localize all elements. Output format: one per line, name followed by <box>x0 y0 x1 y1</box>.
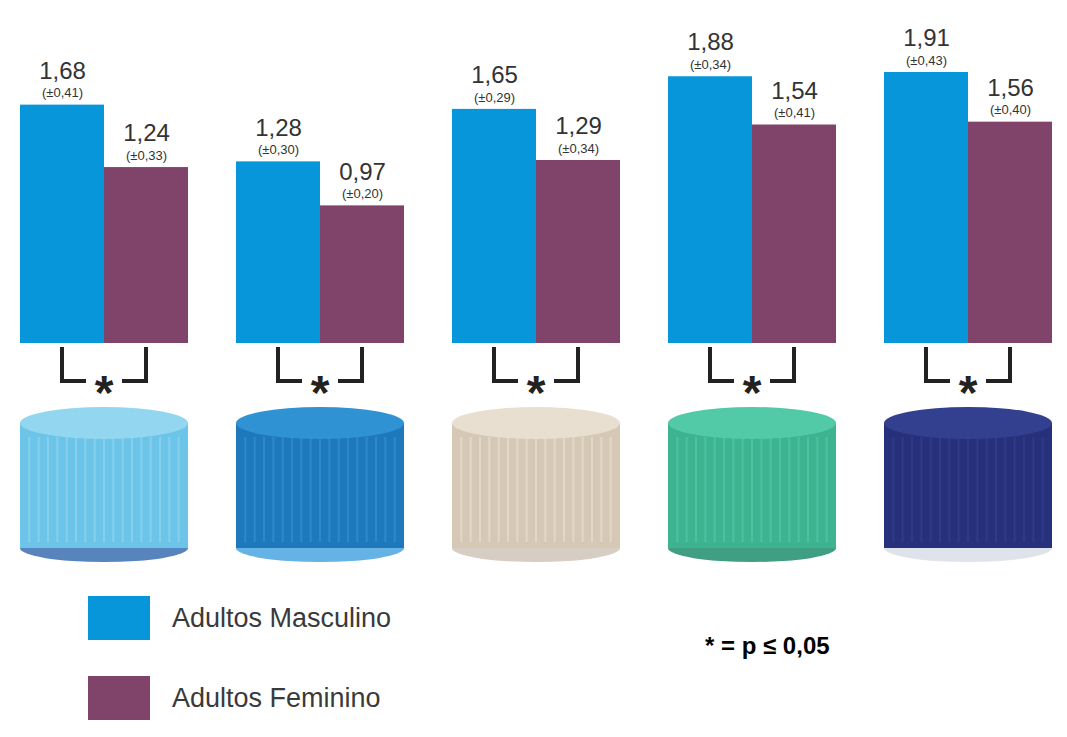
svg-text:(±0,41): (±0,41) <box>774 105 815 120</box>
svg-text:1,88: 1,88 <box>687 28 734 55</box>
svg-text:1,28: 1,28 <box>255 114 302 141</box>
svg-text:1,29: 1,29 <box>555 112 602 139</box>
svg-text:(±0,20): (±0,20) <box>342 186 383 201</box>
html-text:* = p ≤ 0,05: * = p ≤ 0,05 <box>705 632 830 659</box>
svg-text:(±0,29): (±0,29) <box>474 90 515 105</box>
svg-text:(±0,30): (±0,30) <box>258 142 299 157</box>
svg-text:1,91: 1,91 <box>903 24 950 51</box>
html-text:Adultos Masculino: Adultos Masculino <box>172 602 392 633</box>
svg-text:1,54: 1,54 <box>771 77 818 104</box>
html-text:Adultos Feminino: Adultos Feminino <box>172 682 381 713</box>
svg-text:0,97: 0,97 <box>339 158 386 185</box>
svg-text:(±0,33): (±0,33) <box>126 148 167 163</box>
svg-text:1,56: 1,56 <box>987 74 1034 101</box>
svg-text:1,65: 1,65 <box>471 61 518 88</box>
svg-text:(±0,41): (±0,41) <box>42 85 83 100</box>
svg-text:(±0,34): (±0,34) <box>690 57 731 72</box>
svg-text:(±0,40): (±0,40) <box>990 102 1031 117</box>
svg-text:1,68: 1,68 <box>39 57 86 84</box>
svg-text:(±0,34): (±0,34) <box>558 141 599 156</box>
svg-text:(±0,43): (±0,43) <box>906 53 947 68</box>
svg-text:1,24: 1,24 <box>123 119 170 146</box>
